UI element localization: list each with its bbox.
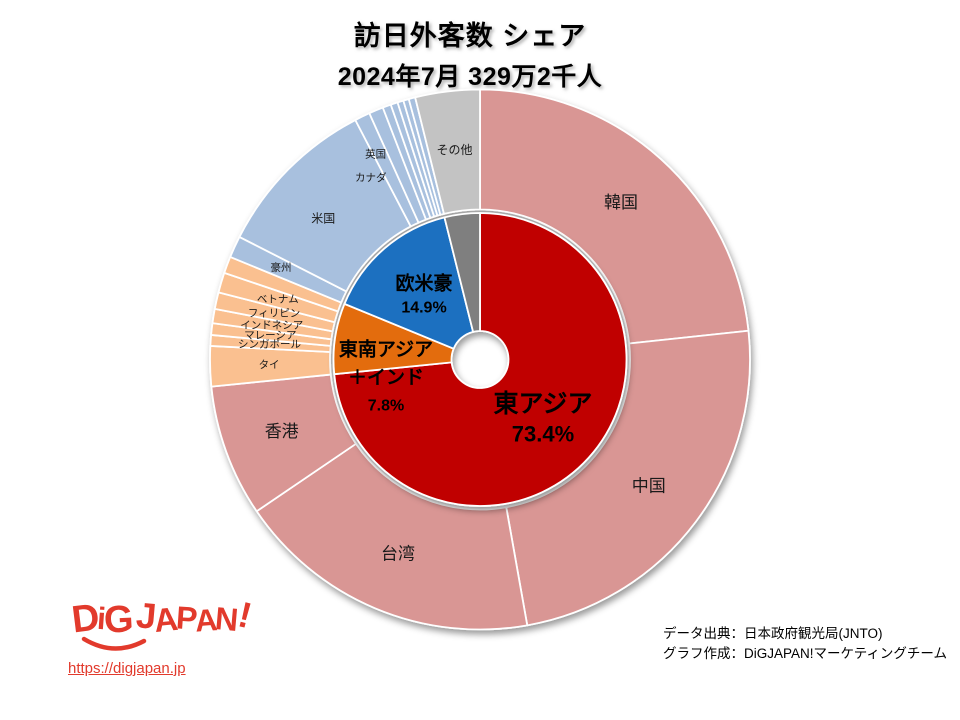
inner-label-東南アジア＋インド: 7.8% bbox=[368, 398, 404, 415]
segment-韓国 bbox=[479, 88, 750, 345]
outer-label-カナダ: カナダ bbox=[355, 171, 387, 184]
logo-letter: A bbox=[151, 599, 178, 640]
outer-label-中国: 中国 bbox=[632, 477, 666, 496]
segment-その他 bbox=[414, 88, 481, 215]
outer-label-マレーシア: マレーシア bbox=[244, 330, 296, 342]
outer-label-ベトナム: ベトナム bbox=[257, 293, 299, 305]
outer-label-台湾: 台湾 bbox=[381, 544, 415, 563]
data-source-text: データ出典：日本政府観光局(JNTO) bbox=[663, 626, 883, 641]
segment-中国 bbox=[505, 329, 751, 627]
segment-東アジア bbox=[333, 212, 628, 507]
outer-label-韓国: 韓国 bbox=[604, 193, 638, 212]
outer-label-英国: 英国 bbox=[365, 148, 386, 161]
inner-label-東アジア: 73.4% bbox=[512, 422, 574, 447]
inner-label-東アジア: 東アジア bbox=[493, 390, 592, 418]
logo-letter: J bbox=[134, 594, 156, 637]
chart-title: 訪日外客数 シェア 2024年7月 329万2千人 bbox=[0, 14, 940, 93]
segment-その他 bbox=[443, 212, 481, 333]
digjapan-url-link[interactable]: https://digjapan.jp bbox=[68, 660, 186, 677]
chart-title-line1: 訪日外客数 シェア bbox=[353, 21, 587, 51]
outer-label-豪州: 豪州 bbox=[270, 261, 291, 274]
outer-label-タイ: タイ bbox=[259, 359, 280, 371]
outer-label-米国: 米国 bbox=[311, 211, 335, 225]
segment-台湾 bbox=[255, 442, 529, 631]
inner-label-欧米豪: 欧米豪 bbox=[395, 272, 452, 295]
outer-label-シンガポール: シンガポール bbox=[238, 339, 301, 351]
logo-letter: ! bbox=[234, 593, 255, 636]
inner-label-欧米豪: 14.9% bbox=[401, 300, 446, 317]
inner-label-東南アジア＋インド: 東南アジア bbox=[339, 338, 433, 361]
segment-欧米豪 bbox=[343, 216, 474, 350]
chart-title-line2: 2024年7月 329万2千人 bbox=[337, 63, 603, 91]
chart-credit-text: グラフ作成：DiGJAPAN!マーケティングチーム bbox=[663, 646, 948, 661]
logo-smile-icon bbox=[81, 636, 147, 651]
footer-credits: データ出典：日本政府観光局(JNTO) グラフ作成：DiGJAPAN!マーケティ… bbox=[663, 624, 947, 664]
outer-label-フィリピン: フィリピン bbox=[248, 307, 300, 319]
digjapan-logo: DiGJAPAN! bbox=[69, 594, 262, 654]
outer-label-その他: その他 bbox=[436, 143, 472, 157]
outer-label-インドネシア: インドネシア bbox=[240, 320, 303, 332]
outer-label-香港: 香港 bbox=[265, 422, 299, 441]
digjapan-logo-text: DiGJAPAN! bbox=[69, 594, 254, 642]
inner-label-東南アジア＋インド: ＋インド bbox=[348, 368, 424, 389]
